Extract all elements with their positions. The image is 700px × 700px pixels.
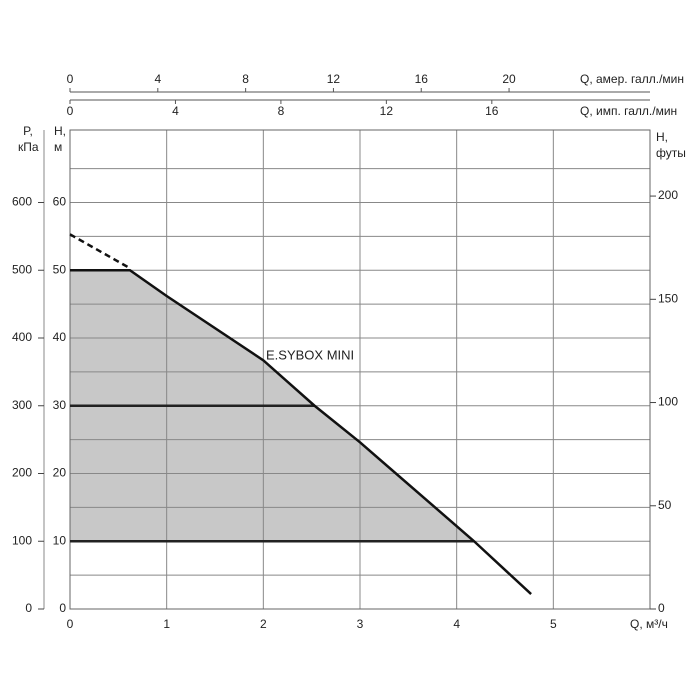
x-tick-label: 5 — [550, 617, 557, 631]
top-axis-label: Q, амер. галл./мин — [580, 72, 684, 86]
y-tick-label: 30 — [53, 398, 67, 412]
y-tick-label: 20 — [53, 466, 67, 480]
x-axis-label: Q, м³/ч — [630, 617, 668, 631]
y2-tick-label: 100 — [658, 395, 678, 409]
y-axis-label: H, — [54, 124, 66, 138]
y2-axis-label: H, — [656, 130, 668, 144]
x-tick-label: 2 — [260, 617, 267, 631]
curve — [69, 233, 131, 270]
top-tick-label: 4 — [154, 72, 161, 86]
x-tick-label: 0 — [67, 617, 74, 631]
y2-tick-label: 0 — [658, 601, 665, 615]
top-tick-label: 16 — [415, 72, 429, 86]
y2-tick-label: 150 — [658, 291, 678, 305]
y2-axis-label: футы — [656, 146, 686, 160]
y2-tick-label: 200 — [658, 188, 678, 202]
curve-label: E.SYBOX MINI — [266, 347, 354, 362]
top-tick-label: 16 — [485, 104, 499, 118]
top-tick-label: 8 — [242, 72, 249, 86]
y-tick-label: 40 — [53, 330, 67, 344]
y2-tick-label: 50 — [658, 498, 672, 512]
x-tick-label: 3 — [357, 617, 364, 631]
x-tick-label: 4 — [453, 617, 460, 631]
top-tick-label: 12 — [327, 72, 341, 86]
top-tick-label: 8 — [278, 104, 285, 118]
top-tick-label: 0 — [67, 72, 74, 86]
y-tick-label: 10 — [53, 533, 67, 547]
p-tick-label: 200 — [12, 466, 32, 480]
y-tick-label: 60 — [53, 195, 67, 209]
p-tick-label: 600 — [12, 195, 32, 209]
top-axis-label: Q, имп. галл./мин — [580, 104, 677, 118]
x-tick-label: 1 — [163, 617, 170, 631]
y-tick-label: 0 — [59, 601, 66, 615]
p-tick-label: 400 — [12, 330, 32, 344]
top-tick-label: 4 — [172, 104, 179, 118]
p-tick-label: 300 — [12, 398, 32, 412]
curve — [70, 268, 532, 596]
top-tick-label: 12 — [380, 104, 394, 118]
top-tick-label: 20 — [502, 72, 516, 86]
top-tick-label: 0 — [67, 104, 74, 118]
y-axis-label: м — [54, 140, 62, 154]
y-tick-label: 50 — [53, 262, 67, 276]
plot-frame — [69, 129, 651, 610]
p-tick-label: 0 — [25, 601, 32, 615]
p-tick-label: 100 — [12, 533, 32, 547]
p-tick-label: 500 — [12, 262, 32, 276]
p-axis-label: P, — [23, 124, 33, 138]
p-axis-label: кПа — [18, 140, 39, 154]
